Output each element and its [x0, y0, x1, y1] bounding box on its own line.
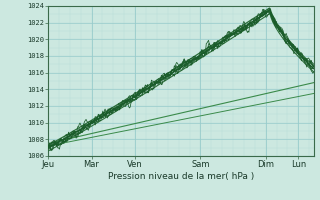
X-axis label: Pression niveau de la mer( hPa ): Pression niveau de la mer( hPa ) [108, 172, 254, 181]
